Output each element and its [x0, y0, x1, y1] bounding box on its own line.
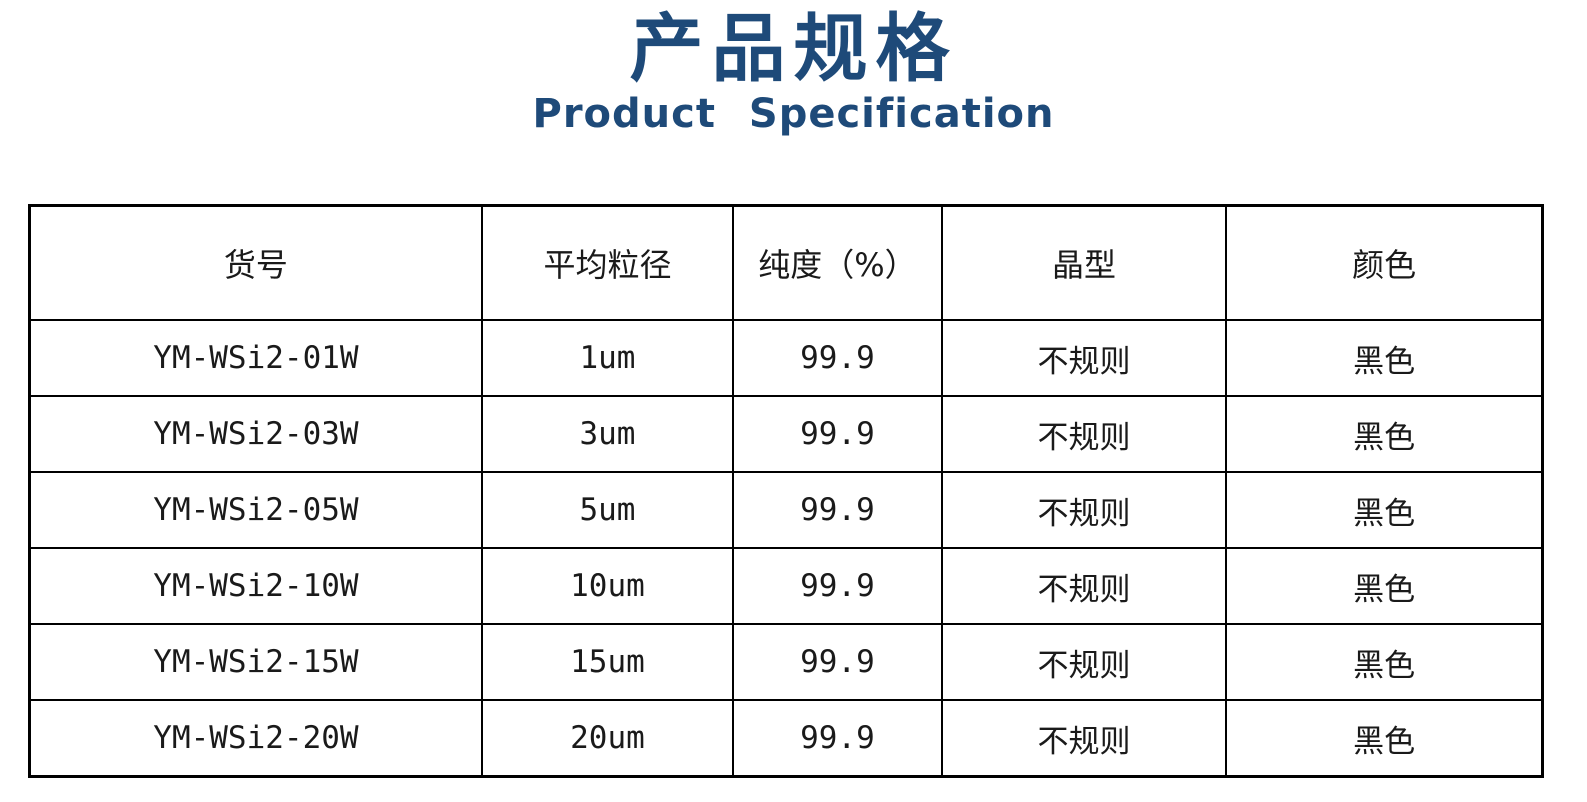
cell-item-no: YM-WSi2-15W [28, 623, 483, 701]
cell-color: 黑色 [1225, 471, 1544, 549]
table-row: YM-WSi2-10W 10um 99.9 不规则 黑色 [28, 547, 1544, 625]
cell-crystal-form: 不规则 [940, 699, 1228, 778]
cell-purity: 99.9 [732, 471, 943, 549]
cell-crystal-form: 不规则 [940, 471, 1228, 549]
cell-crystal-form: 不规则 [940, 547, 1228, 625]
page-title-english: Product Specification [532, 91, 1055, 137]
cell-item-no: YM-WSi2-20W [28, 699, 483, 778]
cell-item-no: YM-WSi2-05W [28, 471, 483, 549]
column-header-color: 颜色 [1225, 204, 1544, 321]
table-row: YM-WSi2-01W 1um 99.9 不规则 黑色 [28, 319, 1544, 397]
cell-crystal-form: 不规则 [940, 623, 1228, 701]
column-header-crystal-form: 晶型 [940, 204, 1228, 321]
cell-color: 黑色 [1225, 395, 1544, 473]
table-header-row: 货号 平均粒径 纯度（%） 晶型 颜色 [28, 204, 1544, 321]
cell-particle-size: 1um [480, 319, 735, 397]
cell-color: 黑色 [1225, 547, 1544, 625]
cell-color: 黑色 [1225, 319, 1544, 397]
cell-item-no: YM-WSi2-03W [28, 395, 483, 473]
cell-particle-size: 3um [480, 395, 735, 473]
cell-purity: 99.9 [732, 395, 943, 473]
cell-purity: 99.9 [732, 623, 943, 701]
page-header: 产品规格 Product Specification [0, 0, 1587, 138]
cell-purity: 99.9 [732, 319, 943, 397]
cell-purity: 99.9 [732, 547, 943, 625]
cell-particle-size: 5um [480, 471, 735, 549]
product-spec-table: 货号 平均粒径 纯度（%） 晶型 颜色 YM-WSi2-01W 1um 99.9 不规… [28, 204, 1544, 778]
cell-particle-size: 15um [480, 623, 735, 701]
column-header-particle-size: 平均粒径 [480, 204, 735, 321]
column-header-purity: 纯度（%） [732, 204, 943, 321]
column-header-item-no: 货号 [28, 204, 483, 321]
cell-purity: 99.9 [732, 699, 943, 778]
table-row: YM-WSi2-20W 20um 99.9 不规则 黑色 [28, 699, 1544, 778]
cell-particle-size: 10um [480, 547, 735, 625]
table-row: YM-WSi2-05W 5um 99.9 不规则 黑色 [28, 471, 1544, 549]
cell-crystal-form: 不规则 [940, 395, 1228, 473]
cell-item-no: YM-WSi2-10W [28, 547, 483, 625]
cell-color: 黑色 [1225, 623, 1544, 701]
table-row: YM-WSi2-03W 3um 99.9 不规则 黑色 [28, 395, 1544, 473]
cell-crystal-form: 不规则 [940, 319, 1228, 397]
cell-particle-size: 20um [480, 699, 735, 778]
table-row: YM-WSi2-15W 15um 99.9 不规则 黑色 [28, 623, 1544, 701]
spec-table-body: YM-WSi2-01W 1um 99.9 不规则 黑色 YM-WSi2-03W 3um 99.… [28, 319, 1544, 778]
table-header: 货号 平均粒径 纯度（%） 晶型 颜色 [28, 204, 1544, 321]
cell-item-no: YM-WSi2-01W [28, 319, 483, 397]
page-title-chinese: 产品规格 [629, 6, 958, 92]
cell-color: 黑色 [1225, 699, 1544, 778]
